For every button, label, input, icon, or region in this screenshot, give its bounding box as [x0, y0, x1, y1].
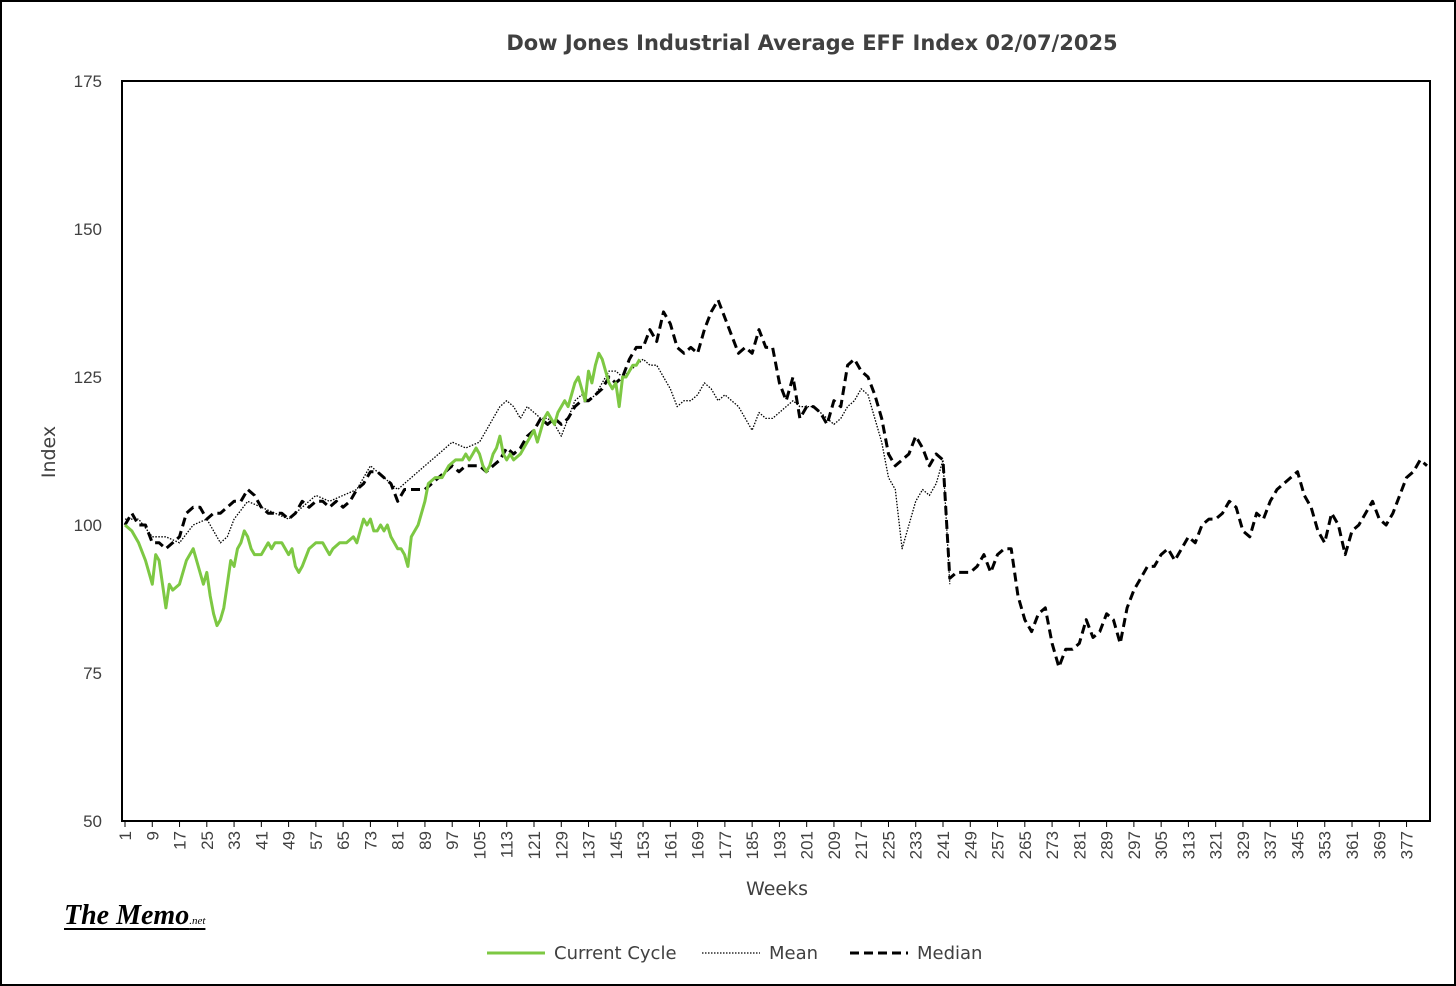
x-tick-label: 1	[116, 831, 135, 840]
x-tick-label: 281	[1070, 831, 1089, 859]
legend-label: Median	[917, 943, 982, 964]
y-axis-title: Index	[38, 426, 60, 478]
series-line-median	[123, 298, 1428, 669]
x-tick-label: 49	[280, 831, 299, 850]
x-tick-label: 17	[171, 831, 190, 850]
x-tick-label: 105	[470, 831, 489, 859]
x-tick-label: 361	[1343, 831, 1362, 859]
x-tick-label: 273	[1043, 831, 1062, 859]
x-tick-label: 9	[143, 831, 162, 840]
x-tick-label: 113	[498, 831, 517, 858]
legend: Current Cycle Mean Median	[487, 943, 982, 964]
x-tick-label: 225	[879, 831, 898, 859]
y-tick-label: 50	[83, 812, 102, 831]
series-line-current-cycle	[124, 351, 642, 628]
x-tick-label: 193	[770, 831, 789, 859]
x-tick-label: 297	[1125, 831, 1144, 859]
x-tick-label: 369	[1370, 831, 1389, 859]
y-tick-label: 125	[74, 368, 102, 387]
x-tick-label: 73	[361, 831, 380, 850]
x-tick-label: 305	[1152, 831, 1171, 859]
x-tick-label: 321	[1207, 831, 1226, 859]
x-tick-label: 201	[798, 831, 817, 859]
x-tick-label: 161	[661, 831, 680, 859]
x-tick-label: 65	[334, 831, 353, 850]
x-tick-label: 289	[1098, 831, 1117, 859]
x-tick-label: 33	[225, 831, 244, 850]
x-tick-label: 145	[607, 831, 626, 859]
x-tick-label: 345	[1288, 831, 1307, 859]
x-tick-label: 209	[825, 831, 844, 859]
chart-title: Dow Jones Industrial Average EFF Index 0…	[506, 31, 1117, 55]
x-tick-label: 25	[198, 831, 217, 850]
x-tick-label: 41	[252, 831, 271, 850]
brand-name: The Memo	[64, 900, 190, 931]
x-tick-label: 129	[552, 831, 571, 859]
legend-label: Mean	[769, 943, 818, 964]
y-tick-label: 150	[74, 220, 102, 239]
x-tick-label: 153	[634, 831, 653, 859]
x-tick-label: 241	[934, 831, 953, 859]
x-tick-label: 257	[989, 831, 1008, 859]
y-tick-label: 75	[83, 664, 102, 683]
x-tick-label: 177	[716, 831, 735, 859]
x-tick-label: 57	[307, 831, 326, 850]
x-tick-label: 97	[443, 831, 462, 850]
brand-logo: The Memo.net	[64, 900, 205, 932]
y-axis-ticks: 50 75 100 125 150 175	[74, 72, 102, 831]
x-tick-label: 377	[1398, 831, 1417, 859]
x-tick-label: 169	[689, 831, 708, 859]
x-tick-label: 265	[1016, 831, 1035, 859]
x-tick-label: 217	[852, 831, 871, 859]
x-tick-label: 89	[416, 831, 435, 850]
y-tick-label: 100	[74, 516, 102, 535]
x-tick-label: 185	[743, 831, 762, 859]
x-tick-label: 353	[1316, 831, 1335, 859]
series-layer	[123, 298, 1428, 669]
x-tick-label: 249	[961, 831, 980, 859]
y-tick-label: 175	[74, 72, 102, 91]
x-tick-label: 137	[580, 831, 599, 859]
x-axis-title: Weeks	[746, 878, 808, 900]
x-tick-label: 233	[907, 831, 926, 859]
x-axis-ticks: 1 9 17 25 33 41 49 57 65 73 81 89 97 105 113 121 129 137 1…	[116, 821, 1417, 859]
plot-area	[121, 80, 1431, 822]
x-tick-label: 313	[1179, 831, 1198, 859]
x-tick-label: 329	[1234, 831, 1253, 859]
x-tick-label: 121	[525, 831, 544, 859]
x-tick-label: 81	[389, 831, 408, 850]
legend-label: Current Cycle	[554, 943, 677, 964]
x-tick-label: 337	[1261, 831, 1280, 859]
brand-suffix: .net	[189, 915, 206, 927]
